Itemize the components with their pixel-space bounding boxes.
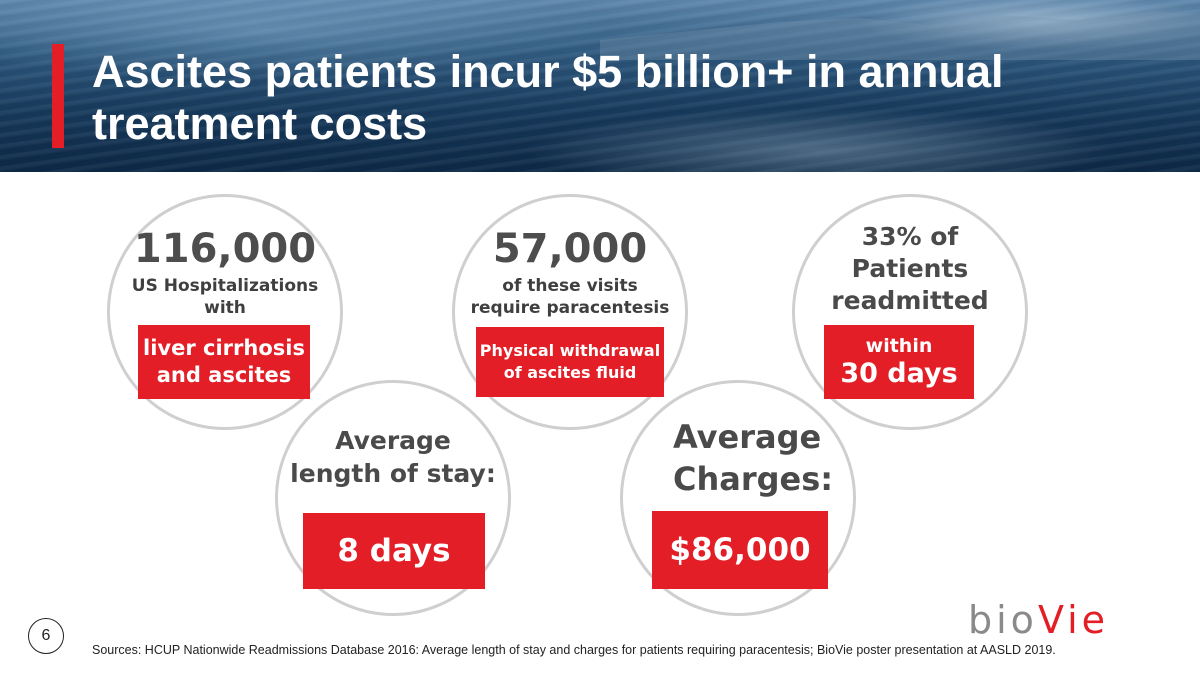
highlight-text: within (865, 335, 933, 357)
stat-label: of these visits (502, 276, 638, 296)
highlight-box-86000: $86,000 (652, 511, 828, 589)
page-title: Ascites patients incur $5 billion+ in an… (92, 46, 1004, 149)
background-hills (600, 12, 1200, 60)
stat-label: length of stay: (290, 459, 496, 488)
stat-number: 57,000 (492, 226, 648, 272)
highlight-text: $86,000 (669, 532, 811, 568)
logo-text-vie: Vie (1037, 598, 1110, 642)
stat-label: Average (335, 426, 451, 455)
highlight-text: 8 days (337, 533, 451, 569)
biovie-logo: bioVie (968, 598, 1109, 642)
highlight-box-withdrawal: Physical withdrawal of ascites fluid (476, 327, 664, 397)
title-accent-bar (52, 44, 64, 148)
highlight-box-cirrhosis: liver cirrhosis and ascites (138, 325, 310, 399)
stat-label: 33% of (861, 222, 959, 251)
highlight-text: liver cirrhosis (143, 336, 305, 360)
stat-label: US Hospitalizations (131, 276, 319, 296)
highlight-box-30-days: within 30 days (824, 325, 974, 399)
header-banner: Ascites patients incur $5 billion+ in an… (0, 0, 1200, 172)
stat-label: with (204, 298, 246, 318)
stat-label: Average (673, 418, 822, 456)
sources-footnote: Sources: HCUP Nationwide Readmissions Da… (92, 643, 1056, 657)
stat-label: Patients (851, 254, 969, 283)
highlight-text: of ascites fluid (503, 363, 637, 382)
stat-label: require paracentesis (470, 298, 670, 318)
highlight-text: Physical withdrawal (479, 341, 661, 360)
stat-number: 116,000 (133, 226, 317, 272)
highlight-box-8-days: 8 days (303, 513, 485, 589)
page-number: 6 (28, 618, 64, 654)
highlight-text: 30 days (840, 358, 958, 389)
highlight-text: and ascites (156, 363, 292, 387)
logo-text-bio: bio (968, 598, 1038, 642)
stat-label: readmitted (831, 286, 989, 315)
stat-label: Charges: (673, 460, 834, 498)
